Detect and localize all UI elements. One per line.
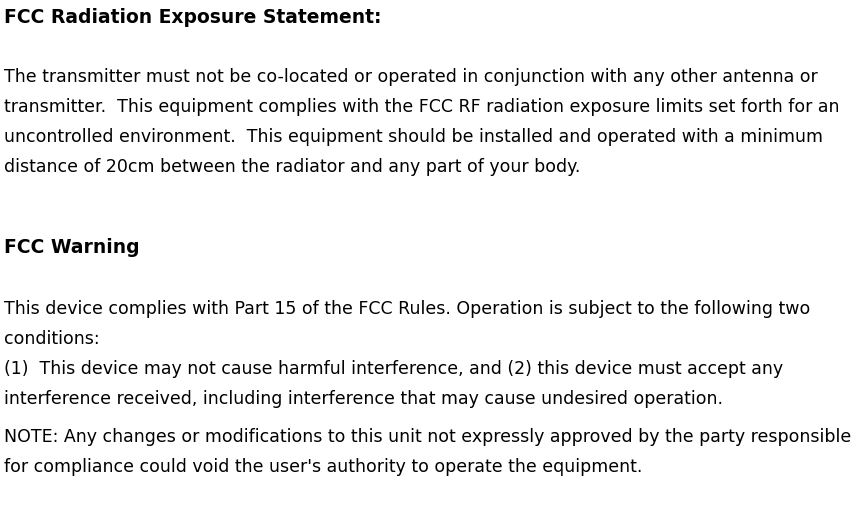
- Text: uncontrolled environment.  This equipment should be installed and operated with : uncontrolled environment. This equipment…: [4, 128, 823, 146]
- Text: transmitter.  This equipment complies with the FCC RF radiation exposure limits : transmitter. This equipment complies wit…: [4, 98, 840, 116]
- Text: (1)  This device may not cause harmful interference, and (2) this device must ac: (1) This device may not cause harmful in…: [4, 360, 783, 378]
- Text: FCC Radiation Exposure Statement:: FCC Radiation Exposure Statement:: [4, 8, 381, 27]
- Text: conditions:: conditions:: [4, 330, 99, 348]
- Text: The transmitter must not be co-located or operated in conjunction with any other: The transmitter must not be co-located o…: [4, 68, 817, 86]
- Text: This device complies with Part 15 of the FCC Rules. Operation is subject to the : This device complies with Part 15 of the…: [4, 300, 811, 318]
- Text: for compliance could void the user's authority to operate the equipment.: for compliance could void the user's aut…: [4, 458, 643, 476]
- Text: FCC Warning: FCC Warning: [4, 238, 139, 257]
- Text: interference received, including interference that may cause undesired operation: interference received, including interfe…: [4, 390, 723, 408]
- Text: NOTE: Any changes or modifications to this unit not expressly approved by the pa: NOTE: Any changes or modifications to th…: [4, 428, 851, 446]
- Text: distance of 20cm between the radiator and any part of your body.: distance of 20cm between the radiator an…: [4, 158, 580, 176]
